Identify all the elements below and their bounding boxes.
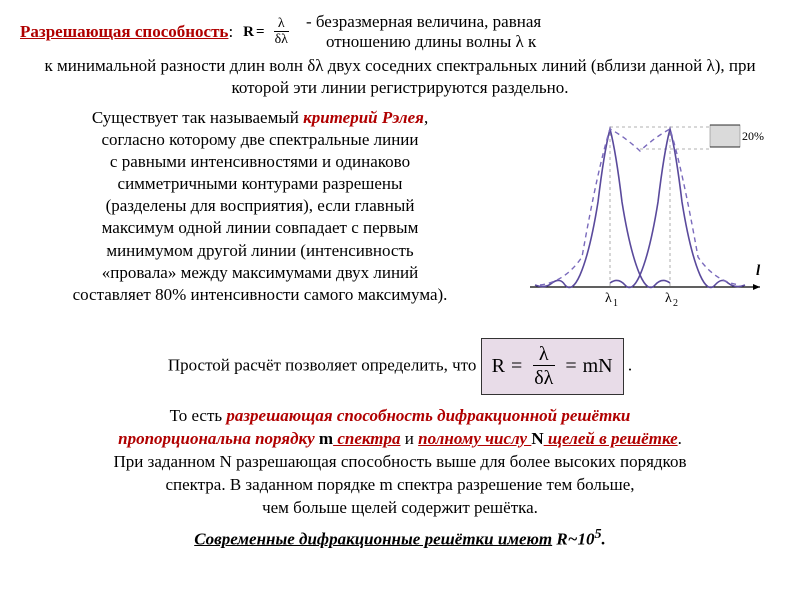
fb-rhs: mN	[583, 355, 613, 378]
fb-eq1: =	[511, 355, 522, 378]
def-line1: - безразмерная величина, равная	[306, 12, 541, 31]
c-l4: спектра. В заданном порядке m спектра ра…	[165, 475, 634, 494]
svg-text:λ: λ	[605, 291, 612, 306]
twenty-pct-label: 20%	[742, 129, 764, 143]
final-line: Современные дифракционные решётки имеют …	[20, 526, 780, 550]
r-l2: согласно которому две спектральные линии	[102, 130, 419, 149]
c-l2g: щелей в решётке	[544, 429, 678, 448]
c-l2b: m	[319, 429, 333, 448]
def-line2: отношению длины волны λ к	[306, 32, 536, 51]
r-l8: «провала» между максимумами двух линий	[102, 263, 419, 282]
calc-line: Простой расчёт позволяет определить, что…	[20, 338, 780, 395]
calc-period: .	[628, 355, 632, 374]
chart-svg: 20% λ 1 λ 2 l	[510, 107, 770, 327]
svg-text:λ: λ	[665, 291, 672, 306]
final-a: Современные дифракционные решётки имеют	[194, 529, 552, 548]
conclusion: То есть разрешающая способность дифракци…	[20, 405, 780, 520]
fb-den: δλ	[528, 366, 559, 390]
calc-text: Простой расчёт позволяет определить, что	[168, 355, 481, 374]
formula-R: R	[243, 24, 254, 41]
svg-text:l: l	[756, 263, 761, 279]
formula-r-small: R = λ δλ	[243, 17, 296, 47]
svg-text:2: 2	[673, 298, 678, 309]
final-c: 5	[594, 526, 601, 542]
r-l9: составляет 80% интенсивности самого макс…	[73, 285, 448, 304]
r-l3: с равными интенсивностями и одинаково	[110, 152, 410, 171]
c-l1a: То есть	[170, 406, 227, 425]
r-l6: максимум одной линии совпадает с первым	[102, 218, 419, 237]
title-text: Разрешающая способность	[20, 22, 228, 41]
header-row: Разрешающая способность: R = λ δλ - безр…	[20, 12, 780, 53]
final-d: .	[602, 529, 606, 548]
title: Разрешающая способность:	[20, 22, 233, 42]
c-l5: чем больше щелей содержит решётка.	[262, 498, 538, 517]
fb-R: R	[492, 355, 505, 378]
fb-frac: λ δλ	[528, 343, 559, 390]
r-l7: минимумом другой линии (интенсивность	[106, 241, 413, 260]
formula-box: R = λ δλ = mN	[481, 338, 624, 395]
final-b: R~10	[552, 529, 594, 548]
c-l2f: N	[531, 429, 543, 448]
def-para: к минимальной разности длин волн δλ двух…	[20, 55, 780, 99]
title-colon: :	[228, 22, 233, 41]
c-l2c: спектра	[333, 429, 400, 448]
formula-num: λ	[274, 17, 289, 32]
c-l3: При заданном N разрешающая способность в…	[114, 452, 687, 471]
c-l2h: .	[678, 429, 682, 448]
rayleigh-text: Существует так называемый критерий Рэлея…	[20, 107, 500, 332]
formula-eq: =	[256, 24, 265, 41]
r-l1a: Существует так называемый	[92, 108, 303, 127]
svg-text:1: 1	[613, 298, 618, 309]
c-l2a: пропорциональна порядку	[118, 429, 319, 448]
r-l1b: критерий Рэлея	[303, 108, 424, 127]
c-l2d: и	[401, 429, 419, 448]
formula-den: δλ	[271, 32, 292, 47]
r-l1c: ,	[424, 108, 428, 127]
r-l4: симметричными контурами разрешены	[118, 174, 403, 193]
c-l2e: полному числу	[418, 429, 531, 448]
formula-frac: λ δλ	[271, 17, 292, 47]
r-l5: (разделены для восприятия), если главный	[106, 196, 415, 215]
c-l1b: разрешающая способность дифракционной ре…	[226, 406, 630, 425]
fb-eq2: =	[565, 355, 576, 378]
rayleigh-chart: 20% λ 1 λ 2 l	[510, 107, 780, 332]
rayleigh-block: Существует так называемый критерий Рэлея…	[20, 107, 780, 332]
fb-num: λ	[533, 343, 555, 366]
def-right: - безразмерная величина, равная отношени…	[306, 12, 780, 53]
